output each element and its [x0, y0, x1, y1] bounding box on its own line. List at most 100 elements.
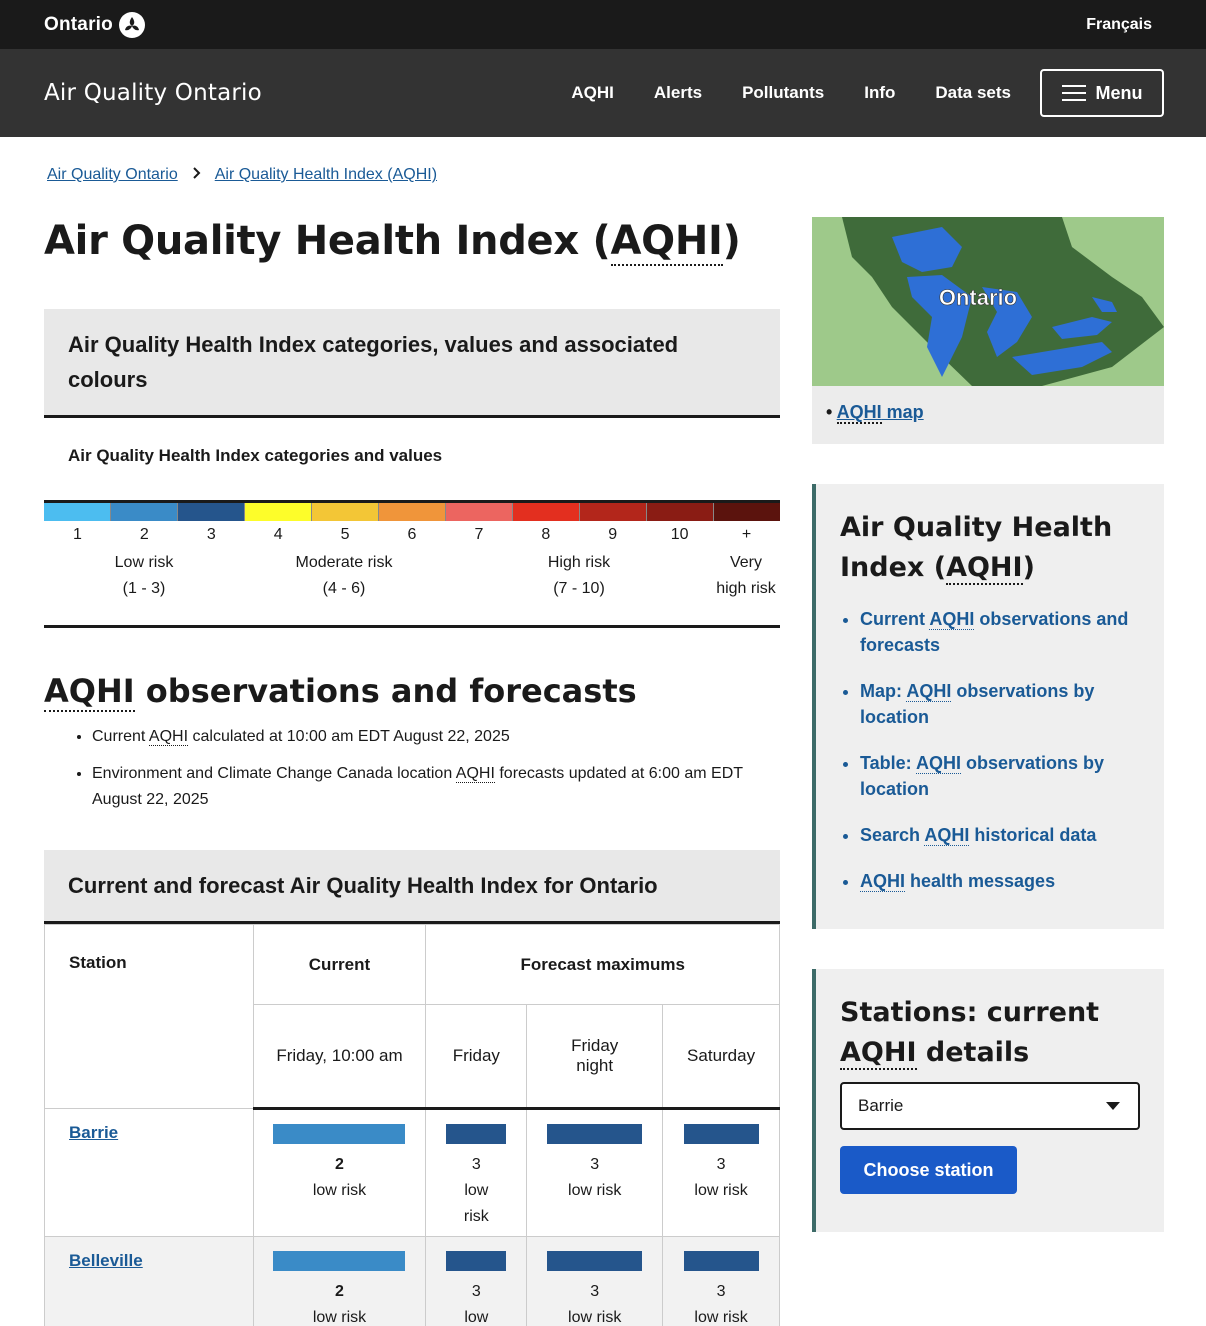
ontario-logo[interactable]: Ontario — [44, 11, 145, 38]
scale-number: 4 — [273, 526, 283, 543]
category-low-risk: Low risk (1 - 3) — [114, 554, 174, 597]
chevron-right-icon — [192, 166, 201, 184]
trillium-icon — [118, 11, 145, 38]
scale-number: 10 — [670, 526, 689, 543]
main-content: Air Quality Health Index (AQHI) Air Qual… — [44, 217, 780, 1326]
nav-alerts[interactable]: Alerts — [653, 83, 703, 102]
menu-button[interactable]: Menu — [1040, 69, 1164, 117]
scale-segment — [446, 503, 513, 521]
list-item: Current AQHI calculated at 10:00 am EDT … — [92, 724, 780, 750]
aqhi-cell: 2 low risk — [252, 1236, 427, 1326]
stations-card-title: Stations: current AQHI details — [840, 997, 1100, 1070]
aqhi-bar — [446, 1251, 507, 1271]
scale-number: 8 — [541, 526, 551, 543]
nav-pollutants[interactable]: Pollutants — [742, 83, 825, 102]
ontario-topbar: Ontario Français — [0, 0, 1206, 49]
language-toggle-link[interactable]: Français — [1086, 15, 1152, 33]
station-cell: Barrie — [44, 1108, 254, 1237]
scale-number: 5 — [340, 526, 350, 543]
list-item: AQHI health messages — [860, 868, 1144, 894]
breadcrumb-current-link[interactable]: Air Quality Health Index (AQHI) — [214, 166, 438, 183]
list-item: Search AQHI historical data — [860, 822, 1144, 848]
aqhi-table: Station Current Forecast maximums Friday… — [44, 924, 780, 1326]
scale-segment — [111, 503, 178, 521]
table-row: Barrie 2 low risk 3 low risk 3 low risk 3 lo… — [44, 1108, 780, 1237]
station-select-value: Barrie — [858, 1096, 904, 1115]
ontario-map-image[interactable]: Ontario — [812, 217, 1164, 386]
aqhi-bar — [683, 1124, 759, 1144]
column-header-station: Station — [44, 924, 254, 1109]
stations-card: Stations: current AQHI details Barrie Cho… — [812, 969, 1164, 1232]
nav-info[interactable]: Info — [864, 83, 896, 102]
scale-number: 7 — [474, 526, 484, 543]
breadcrumb-home-link[interactable]: Air Quality Ontario — [47, 166, 178, 183]
app-header: Air Quality Ontario AQHI Alerts Pollutan… — [0, 49, 1206, 137]
scale-segment — [513, 503, 580, 521]
map-label: Ontario — [939, 285, 1017, 310]
list-item: Current AQHI observations and forecasts — [860, 606, 1144, 658]
scale-segment — [580, 503, 647, 521]
link-table-aqhi[interactable]: Table: AQHI observations by location — [860, 753, 1105, 799]
link-map-aqhi[interactable]: Map: AQHI observations by location — [860, 681, 1095, 727]
scale-segment — [379, 503, 446, 521]
aqhi-table-caption: Current and forecast Air Quality Health … — [68, 872, 658, 898]
station-link-barrie[interactable]: Barrie — [69, 1123, 119, 1142]
scale-number: 6 — [407, 526, 417, 543]
aqhi-scale-panel: Air Quality Health Index categories and … — [44, 418, 780, 628]
scale-number: 3 — [206, 526, 216, 543]
categories-heading: Air Quality Health Index categories, val… — [68, 332, 679, 392]
nav-aqhi[interactable]: AQHI — [571, 83, 614, 102]
aqhi-scale-numbers: 1 2 3 4 5 6 7 8 9 10 + — [44, 526, 780, 544]
observations-heading: AQHI observations and forecasts — [44, 672, 637, 712]
category-high-risk: High risk (7 - 10) — [547, 554, 611, 597]
chevron-down-icon — [1106, 1102, 1120, 1110]
station-cell: Belleville — [44, 1236, 254, 1326]
station-select[interactable]: Barrie — [840, 1082, 1140, 1130]
aqhi-bar — [547, 1251, 643, 1271]
link-current-aqhi[interactable]: Current AQHI observations and forecasts — [860, 609, 1129, 655]
subheader-current-time: Friday, 10:00 am — [252, 1004, 427, 1110]
menu-button-label: Menu — [1095, 82, 1143, 103]
station-link-belleville[interactable]: Belleville — [69, 1251, 143, 1270]
aqhi-map-link[interactable]: AQHI map — [836, 402, 924, 424]
aqhi-bar — [273, 1251, 406, 1271]
map-link-item: • AQHI map — [826, 402, 924, 424]
link-search-historical[interactable]: Search AQHI historical data — [860, 825, 1097, 846]
aqhi-table-caption-box: Current and forecast Air Quality Health … — [44, 850, 780, 924]
page-title: Air Quality Health Index (AQHI) — [44, 218, 741, 266]
choose-station-button[interactable]: Choose station — [840, 1146, 1017, 1194]
category-moderate-risk: Moderate risk (4 - 6) — [295, 554, 393, 597]
scale-title: Air Quality Health Index categories and … — [68, 446, 443, 465]
scale-number: 2 — [139, 526, 149, 543]
scale-number: 9 — [608, 526, 618, 543]
column-header-forecast: Forecast maximums — [425, 924, 780, 1005]
aqhi-bar — [273, 1124, 406, 1144]
subheader-friday-night: Friday night — [526, 1004, 664, 1110]
column-header-current: Current — [252, 924, 427, 1005]
observations-list: Current AQHI calculated at 10:00 am EDT … — [92, 724, 780, 813]
aqhi-bar — [683, 1251, 759, 1271]
subheader-friday: Friday — [425, 1004, 528, 1110]
link-health-messages[interactable]: AQHI health messages — [860, 871, 1056, 892]
scale-segment — [178, 503, 245, 521]
scale-number: + — [741, 526, 752, 543]
list-item: Table: AQHI observations by location — [860, 750, 1144, 802]
ontario-wordmark: Ontario — [44, 13, 113, 35]
scale-segment — [312, 503, 379, 521]
aqhi-links-list: Current AQHI observations and forecasts … — [860, 606, 1144, 894]
scale-segment — [714, 503, 780, 521]
aqhi-bar — [547, 1124, 643, 1144]
app-title[interactable]: Air Quality Ontario — [44, 80, 262, 106]
categories-heading-box: Air Quality Health Index categories, val… — [44, 309, 780, 418]
scale-segment — [647, 503, 714, 521]
aqhi-color-scale — [44, 500, 780, 521]
nav-data-sets[interactable]: Data sets — [935, 83, 1011, 102]
aqhi-card-title: Air Quality Health Index (AQHI) — [840, 512, 1113, 585]
